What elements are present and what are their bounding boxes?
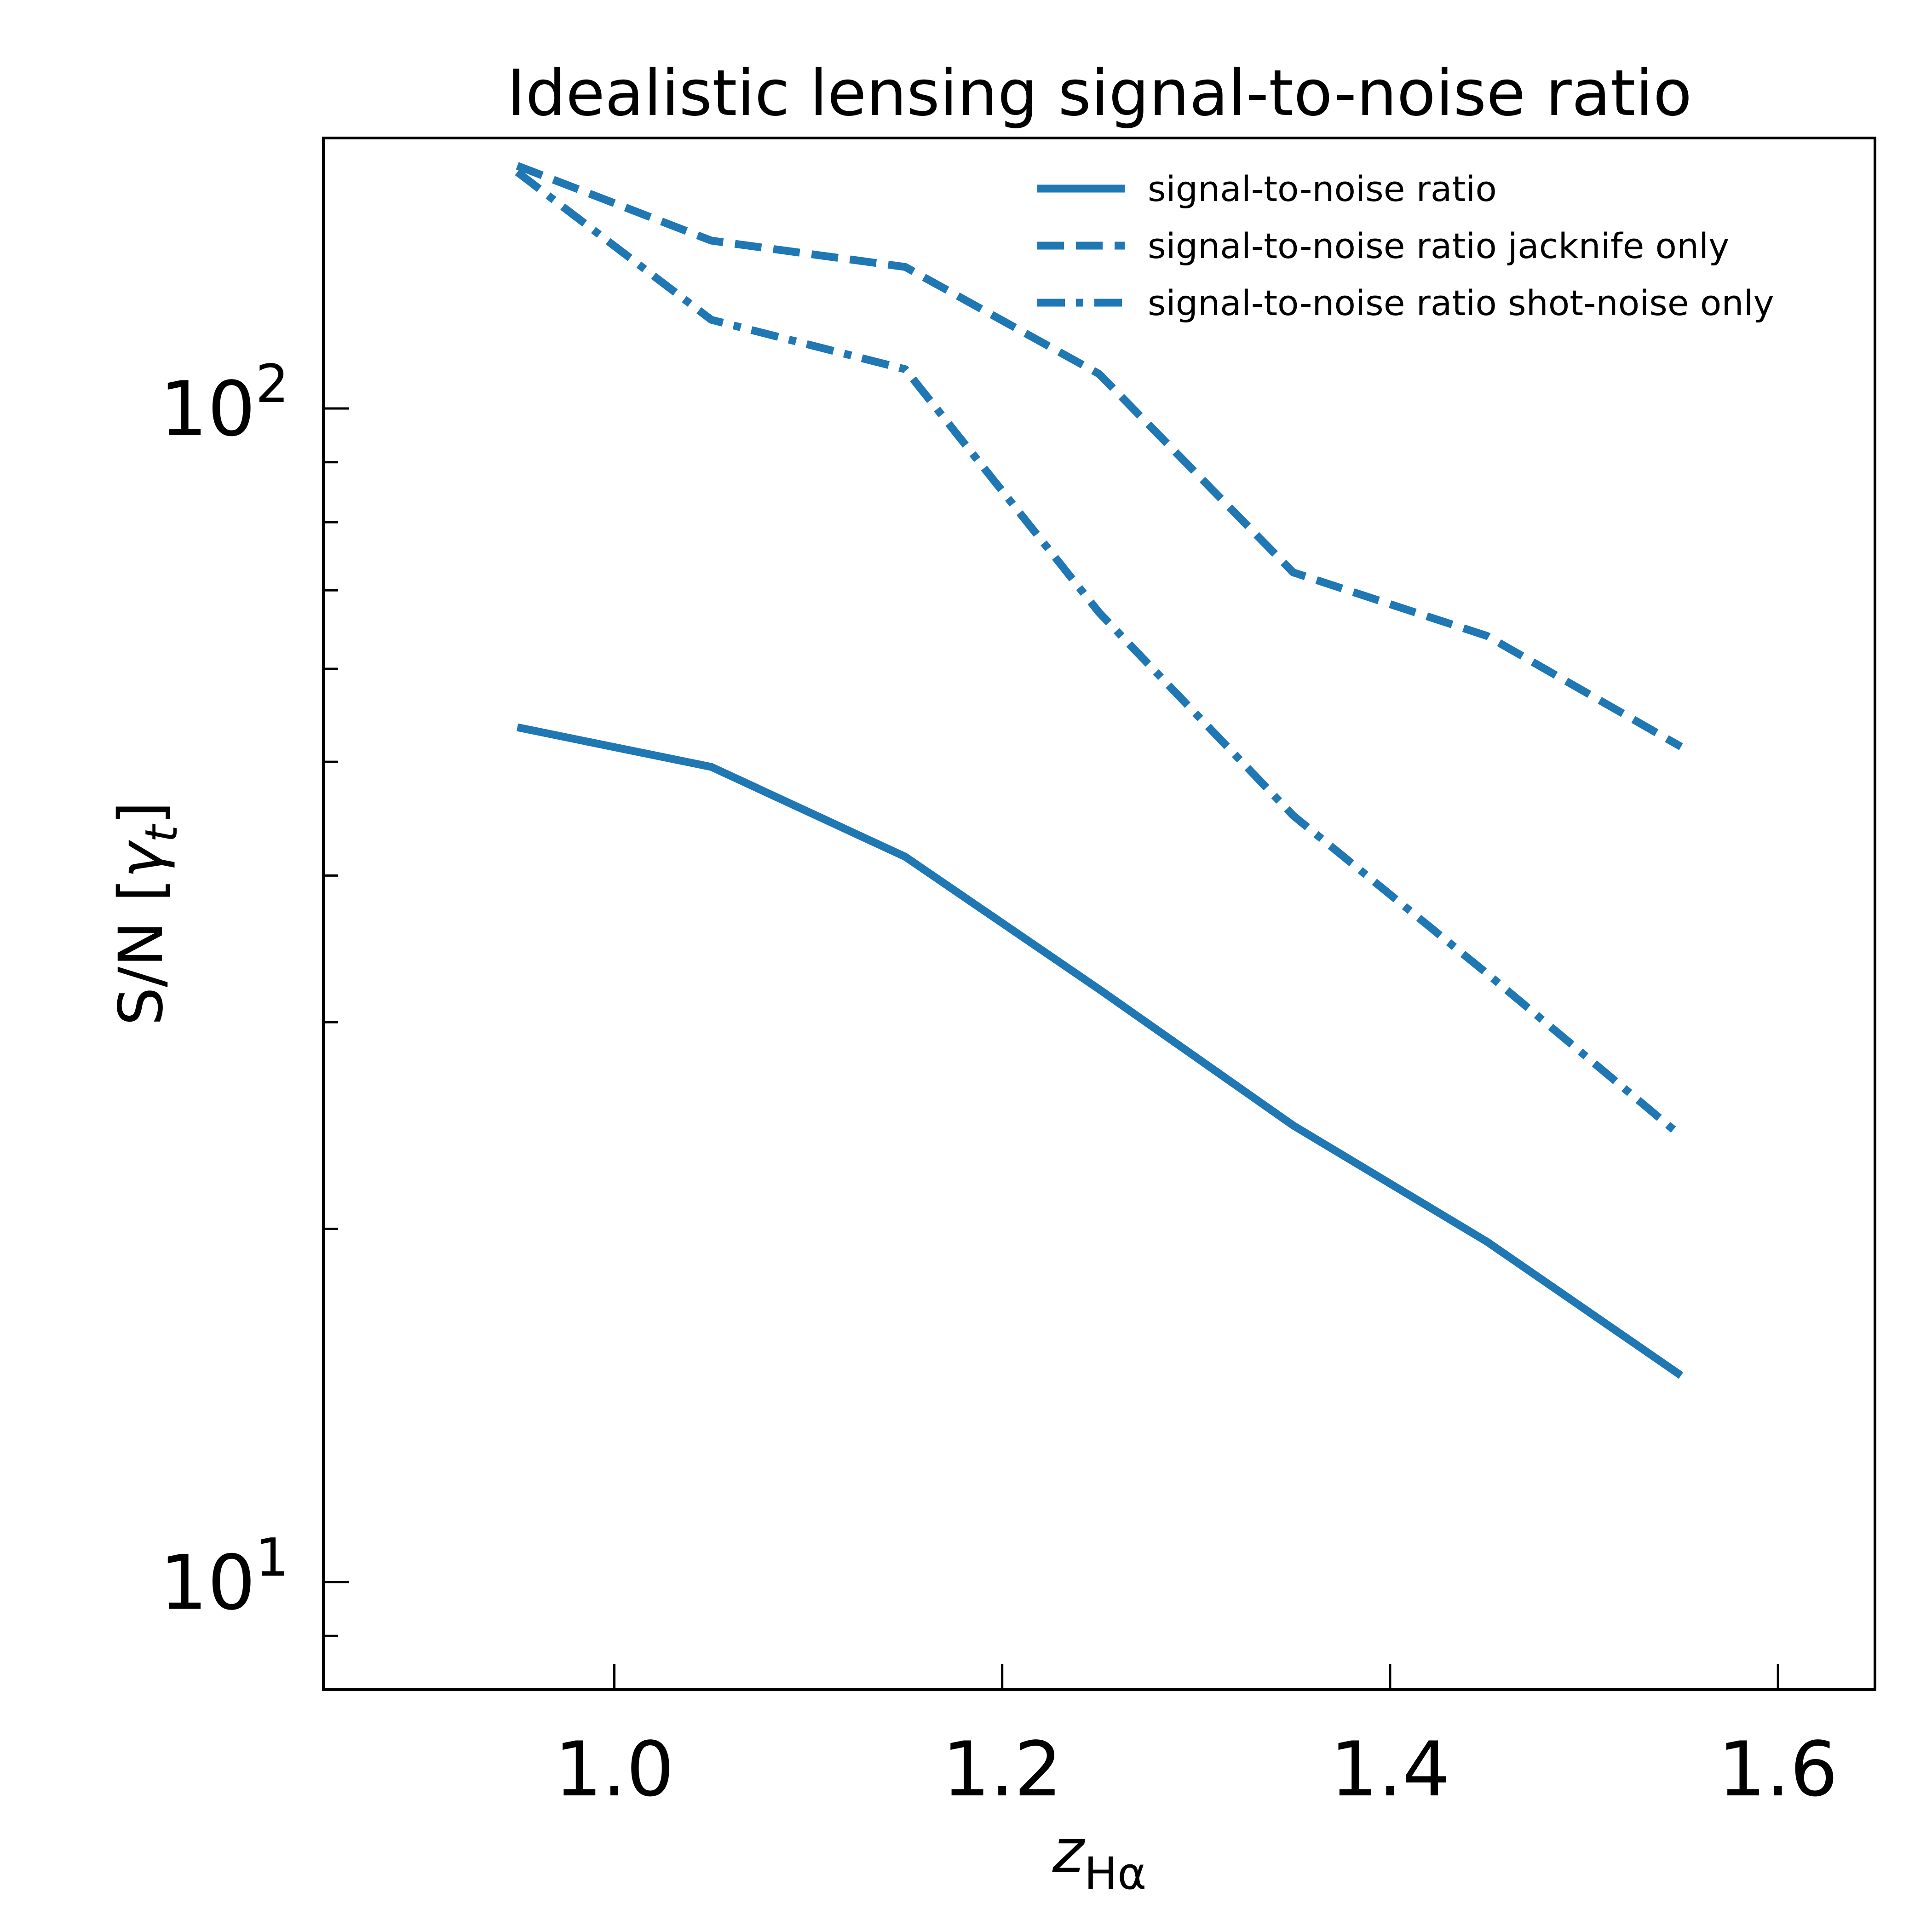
y-axis-label-suffix: ] [106,801,177,825]
legend-label-1: signal-to-noise ratio [1148,168,1497,209]
y-axis-label-symbol-subscript: t [136,823,187,842]
x-axis-label-variable: z [1052,1816,1086,1887]
x-axis-label: zHα [1052,1816,1147,1899]
axis-ticks: 1.0 1.2 1.4 1.6 101 102 [160,353,1838,1813]
y-axis-label-prefix: S/N [ [106,878,177,1025]
x-tick-label: 1.4 [1330,1725,1450,1813]
plot-frame [322,137,1876,1691]
series-line-3 [515,169,1684,1139]
y-tick-label: 102 [160,353,289,453]
y-tick-label: 101 [160,1527,289,1627]
chart-title: Idealistic lensing signal-to-noise ratio [507,56,1692,130]
y-axis-label: S/N [γt] [106,801,187,1026]
legend-label-2: signal-to-noise ratio jacknife only [1148,225,1729,266]
legend-label-3: signal-to-noise ratio shot-noise only [1148,282,1774,323]
series-line-2 [516,162,1683,750]
x-tick-label: 1.0 [554,1725,674,1813]
x-axis-label-subscript: Hα [1084,1848,1146,1899]
legend: signal-to-noise ratio signal-to-noise rat… [1037,168,1774,323]
series-line-1 [516,723,1684,1379]
x-tick-label: 1.2 [942,1725,1062,1813]
y-axis-label-symbol: γ [106,840,177,878]
plot-area [515,162,1684,1379]
x-tick-label: 1.6 [1718,1725,1838,1813]
